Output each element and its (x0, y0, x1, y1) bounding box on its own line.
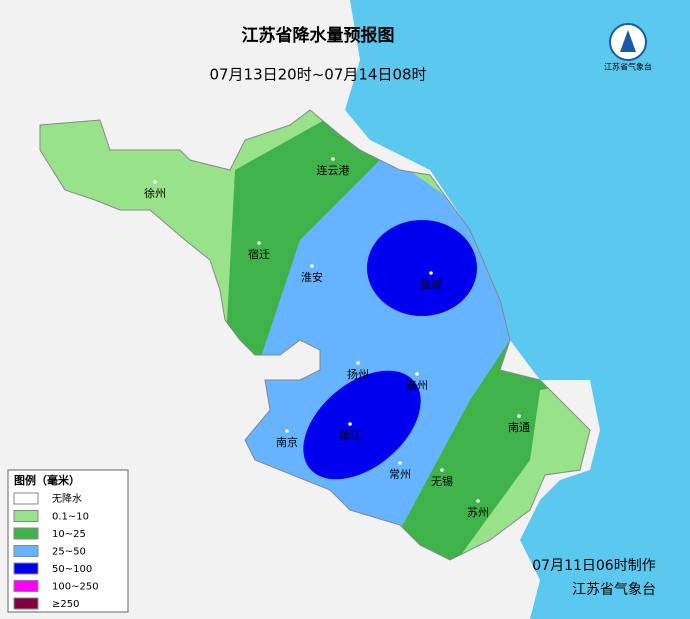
legend-swatch (13, 510, 39, 522)
city-label: 常州 (389, 468, 411, 481)
legend-swatch (13, 545, 39, 557)
city-dot (517, 414, 521, 418)
city-label: 盐城 (420, 278, 442, 291)
city-dot (257, 241, 261, 245)
city-label: 淮安 (301, 270, 323, 284)
city-dot (310, 264, 314, 268)
legend-title: 图例（毫米） (14, 473, 80, 487)
logo-text: 江苏省气象台 (604, 62, 652, 72)
city-label: 徐州 (144, 186, 166, 200)
logo: 江苏省气象台 (604, 23, 652, 72)
legend-swatch (13, 562, 39, 575)
city-dot (153, 180, 157, 184)
legend-swatch (13, 580, 39, 592)
subtitle: 07月13日20时~07月14日08时 (209, 66, 426, 84)
city-label: 苏州 (467, 506, 489, 519)
legend-label: ≥250 (52, 599, 79, 610)
legend-label: 50~100 (52, 564, 92, 575)
legend-label: 10~25 (52, 529, 86, 540)
city-dot (348, 422, 352, 426)
city-dot (398, 461, 402, 465)
legend-label: 0.1~10 (52, 512, 89, 523)
city-label: 南京 (276, 435, 298, 449)
city-dot (429, 271, 433, 275)
city-label: 南通 (508, 421, 530, 434)
title: 江苏省降水量预报图 (242, 25, 395, 46)
city-label: 扬州 (347, 367, 369, 381)
legend: 无降水 0.1~10 10~25 25~50 50~100 100~250 ≥250 (13, 492, 99, 610)
legend-label: 100~250 (52, 582, 99, 593)
city-dot (440, 468, 444, 472)
footer-agency: 江苏省气象台 (572, 582, 656, 598)
city-dot (415, 372, 419, 376)
province-border (39, 109, 591, 561)
city-dot (356, 361, 360, 365)
city-dot (331, 157, 335, 161)
city-dot (285, 429, 289, 433)
city-label: 无锡 (431, 474, 453, 488)
legend-swatch (13, 597, 39, 610)
footer-made: 07月11日06时制作 (532, 558, 655, 574)
city-dot (476, 499, 480, 503)
legend-swatch (13, 492, 39, 505)
legend-label: 25~50 (52, 547, 86, 558)
legend-label: 无降水 (52, 492, 82, 505)
city-label: 宿迁 (248, 247, 270, 261)
city-label: 连云港 (317, 164, 350, 177)
city-label: 泰州 (406, 378, 428, 392)
sea (345, 0, 690, 619)
legend-swatch (13, 527, 39, 540)
city-label: 镇江 (339, 428, 361, 442)
